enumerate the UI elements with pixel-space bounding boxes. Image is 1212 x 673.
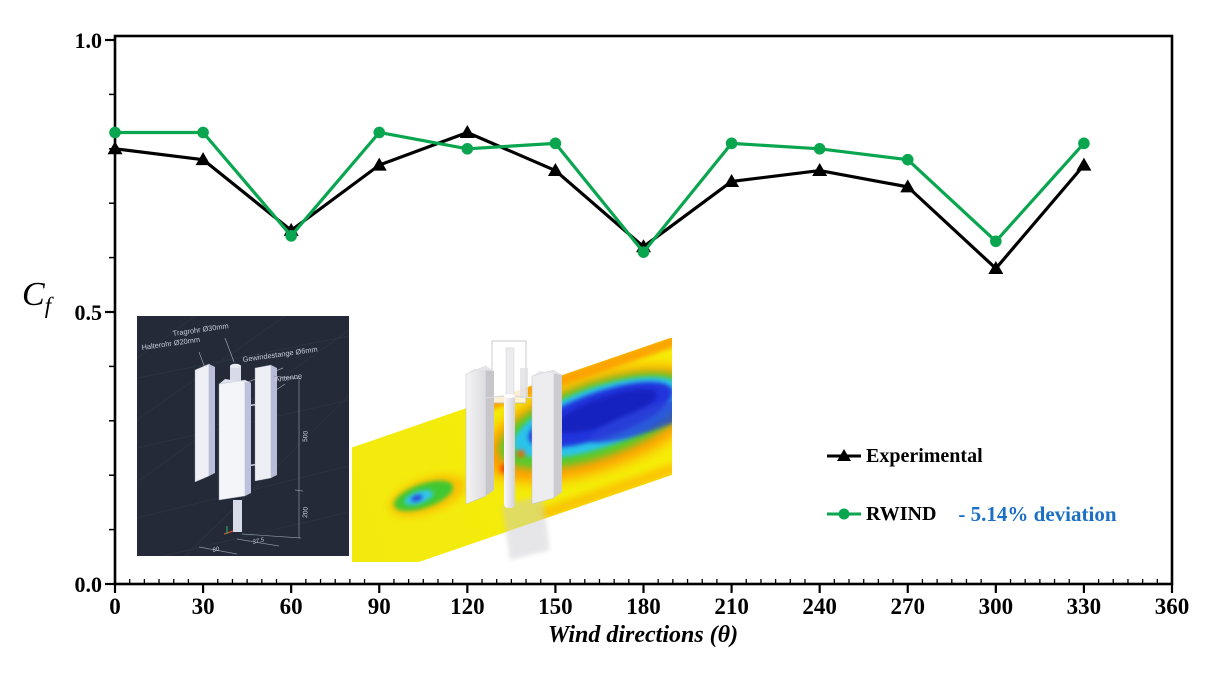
marker-circle [461,143,474,155]
cfd-central-cylinder [504,396,515,508]
cad-dimension-lines [198,375,304,555]
cad-central-mast [218,379,246,501]
cad-tragrohr-tube [230,366,241,383]
y-tick-label: 0.0 [75,572,103,597]
inset-cad-drawing: Tragrohr Ø30mm Halterohr Ø20mm Gewindest… [137,316,349,556]
cad-left-panel [194,363,210,483]
experimental-marker-icon [827,449,861,461]
cad-label-antenne: Antenne [274,371,303,384]
inset-cfd-visualization [352,338,672,562]
x-tick-label: 270 [891,594,926,619]
legend-label-experimental: Experimental [866,444,983,467]
marker-circle [197,126,209,139]
marker-triangle [900,179,916,193]
marker-circle [990,235,1002,248]
cad-dim-37-5: 37.5 [252,537,265,546]
marker-triangle [459,124,475,138]
x-axis-title: Wind directions (θ) [547,622,739,648]
cad-lower-pole [233,500,242,532]
x-tick-label: 120 [450,594,485,619]
legend-label-rwind: RWIND [866,502,937,525]
y-axis-symbol-subscript: f [44,293,52,318]
marker-triangle [547,163,563,177]
marker-circle [549,137,562,150]
cfd-right-panel [531,369,555,505]
series-line-rwind [115,130,1086,254]
y-tick-label: 0.5 [75,300,103,325]
marker-triangle [724,173,740,187]
marker-triangle [195,152,211,166]
x-tick-label: 240 [802,594,837,619]
y-axis-title: Cf [22,276,51,319]
legend-entry-experimental: Experimental [826,444,1156,468]
cad-dim-500: 500 [302,430,310,442]
x-tick-label: 180 [626,594,661,619]
marker-circle [637,246,650,258]
x-tick-label: 330 [1067,594,1102,619]
cad-ucs-axis-red [223,530,234,535]
x-tick-label: 150 [538,594,573,619]
marker-triangle [107,141,123,155]
x-tick-label: 210 [714,594,749,619]
marker-triangle [371,157,387,171]
cad-right-panel [254,364,272,482]
cad-antenna-mast [194,363,277,535]
marker-circle [813,143,826,155]
marker-circle [1078,137,1090,150]
rwind-marker-icon [827,508,861,520]
marker-circle [725,137,738,150]
marker-triangle [1076,157,1092,171]
y-tick-label: 1.0 [75,28,103,53]
legend: Experimental RWIND - 5.14% deviation [826,444,1156,526]
cfd-submerged-plate [502,495,550,560]
marker-circle [285,230,297,242]
cfd-left-panel [465,365,487,505]
marker-triangle [988,260,1004,274]
cad-dim-80: 80 [212,546,221,554]
x-tick-label: 60 [280,594,303,619]
marker-triangle [812,163,828,177]
x-tick-label: 90 [368,594,391,619]
x-tick-label: 30 [192,594,215,619]
legend-entry-rwind: RWIND - 5.14% deviation [826,502,1156,526]
marker-circle [373,126,386,139]
cad-dim-200: 200 [302,506,310,518]
x-tick-label: 0 [109,594,121,619]
marker-circle [901,153,914,166]
x-tick-label: 360 [1155,594,1190,619]
cfd-antenna-structure [465,340,562,508]
marker-circle [109,126,121,139]
deviation-note: - 5.14% deviation [958,501,1117,526]
x-tick-label: 300 [979,594,1014,619]
y-axis-symbol: C [22,276,45,313]
